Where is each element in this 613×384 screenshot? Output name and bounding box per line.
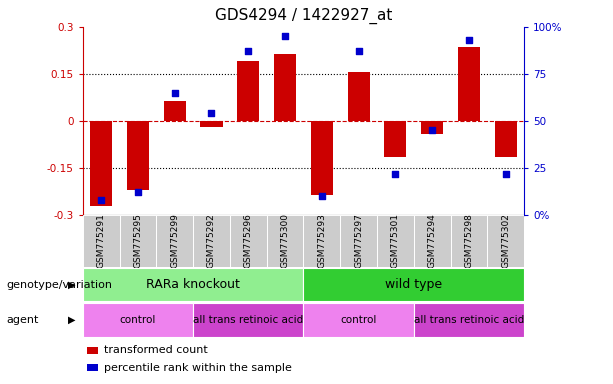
Text: GSM775291: GSM775291	[97, 214, 105, 268]
Bar	[414, 215, 451, 267]
Text: all trans retinoic acid: all trans retinoic acid	[193, 315, 303, 325]
Bar	[487, 215, 524, 267]
Text: GSM775298: GSM775298	[465, 214, 473, 268]
Bar	[83, 303, 193, 337]
Point	[501, 170, 511, 177]
Point	[464, 37, 474, 43]
Point	[317, 193, 327, 199]
Bar	[421, 121, 443, 134]
Text: control: control	[340, 315, 377, 325]
Bar	[451, 215, 487, 267]
Text: genotype/variation: genotype/variation	[6, 280, 112, 290]
Text: ▶: ▶	[68, 315, 75, 325]
Point	[170, 90, 180, 96]
Bar	[495, 121, 517, 157]
Text: wild type: wild type	[385, 278, 443, 291]
Bar	[303, 268, 524, 301]
Bar	[200, 121, 223, 127]
Bar	[90, 121, 112, 206]
Bar	[384, 121, 406, 157]
Title: GDS4294 / 1422927_at: GDS4294 / 1422927_at	[215, 8, 392, 24]
Text: GSM775295: GSM775295	[134, 214, 142, 268]
Point	[133, 189, 143, 195]
Bar	[267, 215, 303, 267]
Bar	[303, 303, 414, 337]
Text: GSM775302: GSM775302	[501, 214, 510, 268]
Bar	[193, 215, 230, 267]
Text: GSM775300: GSM775300	[281, 214, 289, 268]
Text: GSM775292: GSM775292	[207, 214, 216, 268]
Bar	[340, 215, 377, 267]
Point	[427, 127, 437, 133]
Bar	[230, 215, 267, 267]
Text: GSM775299: GSM775299	[170, 214, 179, 268]
Point	[280, 33, 290, 40]
Text: ▶: ▶	[68, 280, 75, 290]
Text: GSM775296: GSM775296	[244, 214, 253, 268]
Text: transformed count: transformed count	[104, 345, 208, 356]
Point	[207, 110, 216, 116]
Bar	[127, 121, 149, 190]
Text: GSM775294: GSM775294	[428, 214, 436, 268]
Bar	[87, 364, 98, 371]
Text: control: control	[120, 315, 156, 325]
Bar	[348, 72, 370, 121]
Bar	[83, 215, 120, 267]
Bar	[156, 215, 193, 267]
Bar	[164, 101, 186, 121]
Point	[243, 48, 253, 55]
Text: agent: agent	[6, 315, 39, 325]
Bar	[414, 303, 524, 337]
Bar	[274, 53, 296, 121]
Point	[96, 197, 106, 203]
Bar	[377, 215, 414, 267]
Text: GSM775297: GSM775297	[354, 214, 363, 268]
Text: all trans retinoic acid: all trans retinoic acid	[414, 315, 524, 325]
Bar	[303, 215, 340, 267]
Bar	[87, 347, 98, 354]
Bar	[83, 268, 303, 301]
Bar	[193, 303, 303, 337]
Text: GSM775293: GSM775293	[318, 214, 326, 268]
Point	[390, 170, 400, 177]
Text: RARa knockout: RARa knockout	[146, 278, 240, 291]
Bar	[311, 121, 333, 195]
Bar	[458, 47, 480, 121]
Point	[354, 48, 364, 55]
Text: percentile rank within the sample: percentile rank within the sample	[104, 362, 292, 373]
Bar	[120, 215, 156, 267]
Bar	[237, 61, 259, 121]
Text: GSM775301: GSM775301	[391, 214, 400, 268]
